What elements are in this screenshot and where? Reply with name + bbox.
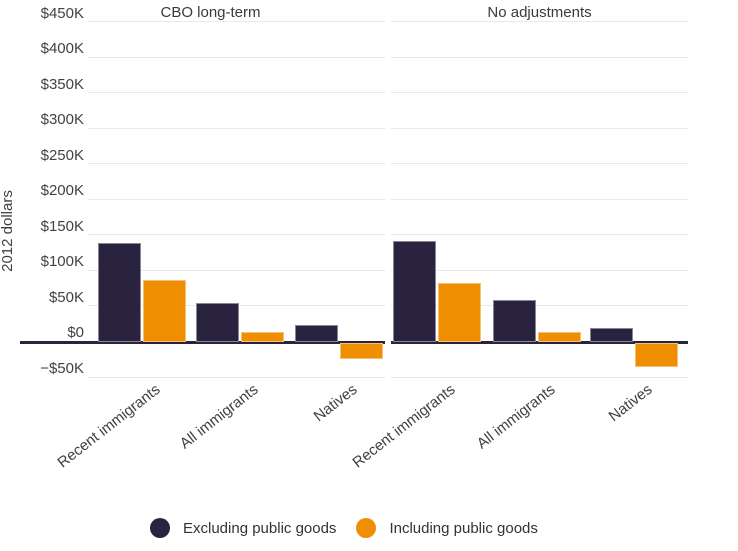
gridline <box>88 198 385 200</box>
x-category-label: All immigrants <box>473 381 558 453</box>
x-category-label: Recent immigrants <box>348 381 458 472</box>
gridline <box>88 376 385 378</box>
facet-title-no-adjustments: No adjustments <box>487 4 592 21</box>
legend-item-including: Including public goods <box>356 518 538 538</box>
x-category-label: All immigrants <box>176 381 261 453</box>
zero-axis-line <box>20 340 385 344</box>
y-tick-label: $250K <box>40 146 84 164</box>
gridline <box>391 234 688 236</box>
x-category-label: Recent immigrants <box>53 381 163 472</box>
bar-including-public-goods <box>143 279 186 342</box>
gridline <box>391 163 688 165</box>
gridline <box>391 305 688 307</box>
bar-including-public-goods <box>635 342 678 367</box>
y-tick-label: $350K <box>40 75 84 93</box>
x-category-label: Natives <box>310 381 360 426</box>
bar-excluding-public-goods <box>196 303 239 342</box>
gridline <box>88 21 385 22</box>
gridline <box>391 376 688 378</box>
gridline <box>391 198 688 200</box>
gridline <box>391 56 688 58</box>
gridline <box>88 127 385 129</box>
y-tick-label: −$50K <box>40 360 84 377</box>
facet-title-cbo-long-term: CBO long-term <box>160 4 261 21</box>
legend: Excluding public goods Including public … <box>150 518 538 538</box>
bar-including-public-goods <box>241 331 284 342</box>
gridline <box>391 127 688 129</box>
bar-excluding-public-goods <box>98 242 141 342</box>
y-tick-label: $50K <box>48 288 84 306</box>
y-tick-label: $200K <box>40 182 84 200</box>
y-tick-label: $100K <box>40 253 84 271</box>
legend-label-including: Including public goods <box>389 519 538 537</box>
y-tick-label: $400K <box>40 40 84 58</box>
bar-including-public-goods <box>438 283 481 342</box>
gridline <box>391 21 688 22</box>
gridline <box>391 92 688 94</box>
legend-swatch-excluding-icon <box>150 518 170 538</box>
bar-including-public-goods <box>340 342 383 359</box>
gridline <box>88 163 385 165</box>
y-tick-label: $450K <box>40 4 84 22</box>
gridline <box>88 269 385 271</box>
bar-including-public-goods <box>538 332 581 342</box>
legend-label-excluding: Excluding public goods <box>183 519 337 537</box>
gridline <box>88 234 385 236</box>
gridline <box>88 92 385 94</box>
legend-swatch-including-icon <box>356 518 377 538</box>
y-tick-label: $300K <box>40 111 84 129</box>
bar-excluding-public-goods <box>590 328 633 342</box>
y-tick-label: $0 <box>67 324 84 342</box>
bar-excluding-public-goods <box>295 324 338 342</box>
bar-excluding-public-goods <box>393 241 436 342</box>
bar-excluding-public-goods <box>493 299 536 342</box>
zero-axis-line <box>391 340 688 344</box>
x-category-label: Natives <box>605 381 655 426</box>
legend-item-excluding: Excluding public goods <box>150 518 336 538</box>
gridline <box>88 56 385 58</box>
y-tick-label: $150K <box>40 217 84 235</box>
gridline <box>391 269 688 271</box>
